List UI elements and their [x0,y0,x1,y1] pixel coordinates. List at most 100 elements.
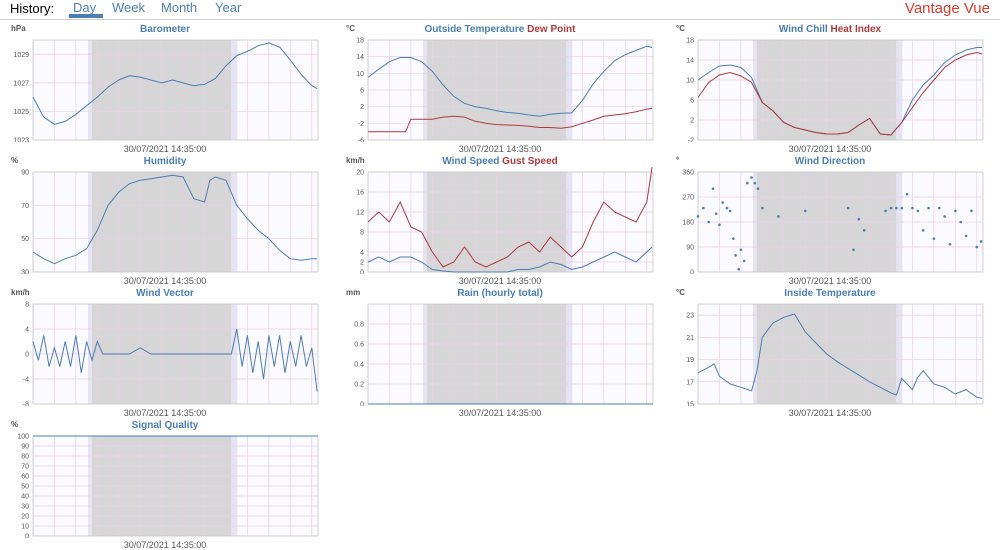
tab-year[interactable]: Year [215,0,242,15]
wind-speed-panel: 024812162012:0018:0000:0006:0012:00Wind … [335,154,665,286]
series-line-2 [367,166,653,268]
tab-month[interactable]: Month [161,0,198,15]
data-point [742,259,746,263]
series-line-2 [368,107,653,133]
chart-title-secondary: Heat Index [827,24,882,35]
y-tick-label: 0.6 [354,342,364,349]
y-tick-label: 180 [682,220,694,227]
humidity-panel: 3050709012:0018:0000:0006:0012:00Humidit… [0,154,330,286]
y-tick-label: 4 [360,250,364,257]
tab-week[interactable]: Week [112,0,145,15]
chart-title: Wind Chill Heat Index [665,24,995,35]
y-tick-label: 90 [21,444,29,451]
y-unit-label: km/h [11,288,30,297]
data-point [707,220,711,224]
data-point [739,248,743,252]
station-name: Vantage Vue [904,0,990,17]
data-point [714,212,718,215]
data-point [721,201,724,204]
chart-title: Humidity [0,156,330,167]
plot-border [32,303,319,405]
y-tick-label: 6 [690,98,694,105]
twilight-band [752,40,757,140]
y-tick-label: 0 [360,402,364,407]
y-tick-label: 18 [686,38,694,45]
chart-title-primary: Wind Speed [442,156,500,167]
y-tick-label: 70 [21,464,29,471]
plot-border [32,39,319,141]
y-tick-label: 14 [356,54,364,61]
chart-timestamp: 30/07/2021 14:35:00 [458,276,542,286]
twilight-band [87,40,92,140]
chart-timestamp: 30/07/2021 14:35:00 [788,144,872,154]
rain-panel: 00.20.40.60.812:0018:0000:0006:0012:00Ra… [335,286,665,418]
chart-timestamp: 30/07/2021 14:35:00 [788,276,872,286]
chart-title-primary: Humidity [143,156,187,167]
chart-title-primary: Outside Temperature [424,24,525,35]
chart-timestamp: 30/07/2021 14:35:00 [123,408,207,418]
data-point [756,187,760,190]
chart-title-primary: Signal Quality [131,420,199,431]
y-tick-label: 30 [21,270,29,275]
twilight-band [231,40,238,140]
data-point [734,254,737,257]
data-point [975,245,979,249]
y-tick-label: 6 [360,88,364,95]
chart-title-primary: Rain (hourly total) [457,288,543,299]
y-tick-label: 80 [21,454,29,461]
y-tick-label: 0.2 [354,382,364,389]
data-point [916,209,920,213]
y-tick-label: 270 [682,195,694,202]
y-tick-label: 10 [686,78,694,85]
twilight-band [87,172,92,272]
y-tick-label: 19 [686,357,694,364]
y-tick-label: 0 [25,534,29,539]
data-point [696,215,700,218]
y-unit-label: km/h [346,156,365,165]
y-tick-label: 1023 [13,138,29,143]
data-point [725,206,729,210]
data-point [970,209,973,213]
data-point [905,192,909,196]
chart-title-primary: Wind Chill [778,24,828,35]
barometer-panel: 102310251027102912:0018:0000:0006:0012:0… [0,22,330,154]
data-point [889,206,893,210]
data-point [948,242,952,246]
series-line-1 [32,174,318,265]
series-line-1 [367,45,653,117]
chart-timestamp: 30/07/2021 14:35:00 [123,540,207,550]
y-tick-label: 1027 [13,80,29,87]
y-tick-label: 30 [21,504,29,511]
outside-temp-panel: -6-22610141812:0018:0000:0006:0012:00Out… [335,22,665,154]
data-point [927,206,930,210]
y-unit-label: % [11,156,19,165]
tab-day[interactable]: Day [73,0,97,15]
history-bar: History: Day Week Month Year Vantage Vue [0,0,1000,20]
y-tick-label: 50 [21,236,29,243]
y-tick-label: -6 [358,138,364,143]
data-point [964,234,968,238]
chart-title: Wind Vector [0,288,330,299]
y-unit-label: °C [676,24,685,33]
data-point [728,209,732,213]
y-tick-label: 40 [21,494,29,501]
chart-title-primary: Wind Direction [794,156,866,167]
y-tick-label: -4 [23,377,29,384]
data-point [732,237,735,240]
signal-quality-chart: 010203040506070809010012:0018:0000:0006:… [17,434,319,539]
y-tick-label: 8 [360,230,364,237]
chart-title-primary: Barometer [139,24,191,35]
data-point [862,229,866,232]
chart-title: Outside Temperature Dew Point [335,24,665,35]
y-tick-label: 12 [356,210,364,217]
series-line-2 [697,51,983,136]
series-line-1 [367,246,653,273]
plot-border [32,171,319,273]
data-point [932,237,936,240]
data-point [954,209,957,213]
